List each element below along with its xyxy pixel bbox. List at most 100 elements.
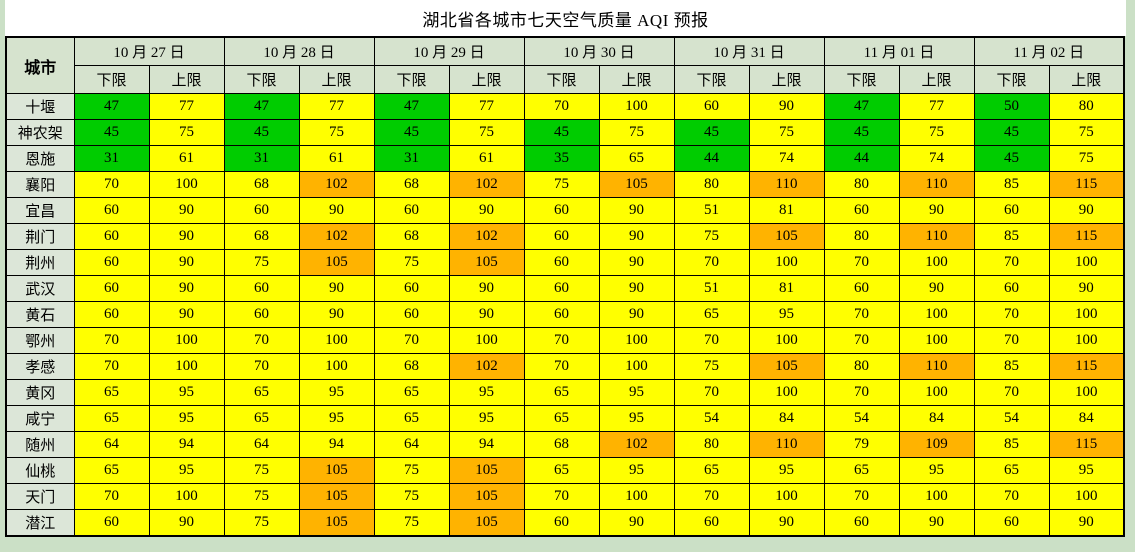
aqi-value-cell: 90 <box>1048 197 1125 224</box>
aqi-value-cell: 60 <box>223 301 300 328</box>
aqi-value-cell: 79 <box>823 431 900 458</box>
aqi-value-cell: 45 <box>673 119 750 146</box>
aqi-value-cell: 100 <box>898 327 975 354</box>
aqi-value-cell: 75 <box>1048 119 1125 146</box>
aqi-value-cell: 90 <box>1048 275 1125 302</box>
aqi-value-cell: 105 <box>298 483 375 510</box>
aqi-value-cell: 95 <box>298 379 375 406</box>
aqi-value-cell: 60 <box>223 197 300 224</box>
city-name-cell: 孝感 <box>5 353 75 380</box>
aqi-value-cell: 45 <box>973 119 1050 146</box>
aqi-value-cell: 100 <box>598 327 675 354</box>
aqi-value-cell: 95 <box>1048 457 1125 484</box>
aqi-value-cell: 90 <box>598 301 675 328</box>
aqi-value-cell: 70 <box>73 353 150 380</box>
aqi-value-cell: 95 <box>148 379 225 406</box>
aqi-value-cell: 115 <box>1048 431 1125 458</box>
aqi-value-cell: 84 <box>898 405 975 432</box>
city-name-cell: 宜昌 <box>5 197 75 224</box>
aqi-value-cell: 95 <box>598 405 675 432</box>
aqi-value-cell: 60 <box>73 223 150 250</box>
aqi-value-cell: 45 <box>73 119 150 146</box>
aqi-value-cell: 68 <box>223 223 300 250</box>
aqi-value-cell: 65 <box>373 379 450 406</box>
aqi-value-cell: 80 <box>673 431 750 458</box>
aqi-value-cell: 100 <box>1048 379 1125 406</box>
aqi-value-cell: 68 <box>373 171 450 198</box>
city-name-cell: 潜江 <box>5 509 75 537</box>
aqi-value-cell: 60 <box>973 509 1050 537</box>
aqi-value-cell: 75 <box>898 119 975 146</box>
aqi-value-cell: 60 <box>523 197 600 224</box>
aqi-value-cell: 60 <box>523 249 600 276</box>
aqi-value-cell: 105 <box>748 353 825 380</box>
aqi-value-cell: 100 <box>148 171 225 198</box>
aqi-value-cell: 68 <box>223 171 300 198</box>
aqi-value-cell: 35 <box>523 145 600 172</box>
lower-limit-header: 下限 <box>523 65 600 94</box>
date-header: 10 月 29 日 <box>373 36 525 66</box>
aqi-value-cell: 80 <box>1048 93 1125 120</box>
date-header: 10 月 27 日 <box>73 36 225 66</box>
aqi-value-cell: 70 <box>823 379 900 406</box>
table-row: 宜昌 60 90 60 90 60 90 60 90 51 81 60 90 60 90 <box>5 197 1125 224</box>
upper-limit-header: 上限 <box>298 65 375 94</box>
aqi-value-cell: 75 <box>748 119 825 146</box>
aqi-value-cell: 110 <box>898 223 975 250</box>
aqi-value-cell: 100 <box>448 327 525 354</box>
upper-limit-header: 上限 <box>748 65 825 94</box>
aqi-value-cell: 105 <box>448 483 525 510</box>
table-row: 随州 64 94 64 94 64 94 68 102 80 110 79 109 85 115 <box>5 431 1125 458</box>
aqi-value-cell: 60 <box>523 275 600 302</box>
aqi-value-cell: 31 <box>73 145 150 172</box>
aqi-value-cell: 90 <box>298 197 375 224</box>
city-name-cell: 襄阳 <box>5 171 75 198</box>
aqi-value-cell: 102 <box>298 223 375 250</box>
table-row: 襄阳 70 100 68 102 68 102 75 105 80 110 80 110 85 115 <box>5 171 1125 198</box>
aqi-value-cell: 75 <box>223 509 300 537</box>
aqi-value-cell: 100 <box>748 483 825 510</box>
upper-limit-header: 上限 <box>448 65 525 94</box>
aqi-value-cell: 90 <box>898 197 975 224</box>
header-row-limits: 下限 上限 下限 上限 下限 上限 下限 上限 下限 上限 下限 上限 下限 上限 <box>6 65 1125 94</box>
aqi-value-cell: 90 <box>598 197 675 224</box>
aqi-value-cell: 70 <box>373 327 450 354</box>
city-name-cell: 天门 <box>5 483 75 510</box>
table-body: 十堰 47 77 47 77 47 77 70 100 60 90 47 77 50 80 神农架 45 75 45… <box>5 93 1125 537</box>
aqi-value-cell: 60 <box>73 301 150 328</box>
aqi-value-cell: 70 <box>673 483 750 510</box>
aqi-value-cell: 90 <box>148 197 225 224</box>
aqi-value-cell: 77 <box>148 93 225 120</box>
aqi-value-cell: 47 <box>223 93 300 120</box>
lower-limit-header: 下限 <box>973 65 1050 94</box>
aqi-value-cell: 90 <box>898 509 975 537</box>
aqi-value-cell: 90 <box>448 197 525 224</box>
aqi-value-cell: 31 <box>373 145 450 172</box>
aqi-value-cell: 80 <box>823 353 900 380</box>
upper-limit-header: 上限 <box>598 65 675 94</box>
aqi-value-cell: 105 <box>448 457 525 484</box>
aqi-value-cell: 95 <box>898 457 975 484</box>
city-name-cell: 鄂州 <box>5 327 75 354</box>
aqi-value-cell: 70 <box>823 301 900 328</box>
date-header: 10 月 30 日 <box>523 36 675 66</box>
aqi-value-cell: 51 <box>673 197 750 224</box>
aqi-value-cell: 70 <box>973 249 1050 276</box>
aqi-value-cell: 68 <box>373 223 450 250</box>
aqi-value-cell: 100 <box>748 379 825 406</box>
city-name-cell: 黄冈 <box>5 379 75 406</box>
aqi-value-cell: 70 <box>73 327 150 354</box>
aqi-value-cell: 100 <box>748 249 825 276</box>
aqi-value-cell: 100 <box>1048 249 1125 276</box>
aqi-value-cell: 75 <box>373 509 450 537</box>
aqi-value-cell: 31 <box>223 145 300 172</box>
date-header: 10 月 31 日 <box>673 36 825 66</box>
date-header: 10 月 28 日 <box>223 36 375 66</box>
aqi-value-cell: 90 <box>598 249 675 276</box>
aqi-value-cell: 44 <box>823 145 900 172</box>
aqi-value-cell: 65 <box>673 457 750 484</box>
aqi-value-cell: 70 <box>823 327 900 354</box>
aqi-value-cell: 110 <box>898 353 975 380</box>
table-row: 鄂州 70 100 70 100 70 100 70 100 70 100 70 100 70 100 <box>5 327 1125 354</box>
